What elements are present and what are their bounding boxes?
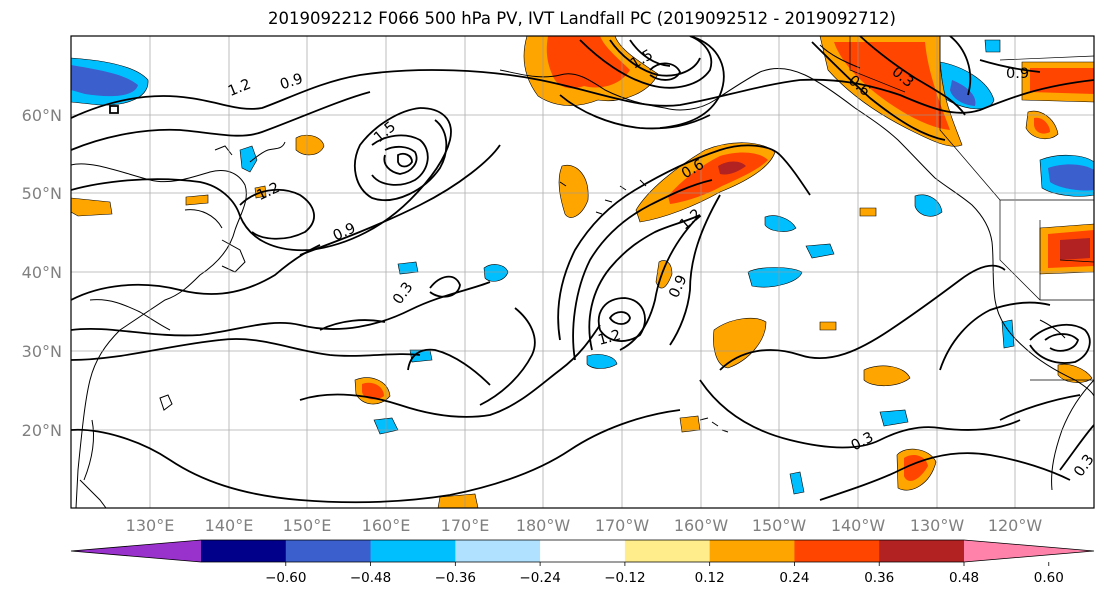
lon-label: 140°E [205,516,254,535]
contour-label: 1.2 [226,76,253,99]
lon-label: 120°W [988,516,1043,535]
lat-label: 50°N [22,184,62,203]
colorbar-tick-label: −0.48 [350,570,391,586]
lon-label: 170°E [441,516,490,535]
contour-label: 0.9 [1006,66,1029,82]
contour-label: 0.9 [278,71,305,93]
contour-label: 0.9 [331,220,359,244]
lat-label: 60°N [22,106,62,125]
map-frame [70,35,1095,509]
lon-label: 160°E [362,516,411,535]
lon-label: 160°W [674,516,729,535]
lat-label: 20°N [22,421,62,440]
colorbar-extend-low [71,540,201,562]
lon-label: 180°W [516,516,571,535]
contour-label: 0.3 [849,430,877,455]
contour-label: 1.2 [596,327,622,348]
lon-label: 150°W [752,516,807,535]
latitude-labels: 60°N 50°N 40°N 30°N 20°N [22,106,62,440]
colorbar-segment [201,540,287,562]
colorbar-tick-label: −0.12 [604,570,645,586]
colorbar-segment [624,540,711,562]
colorbar-tick-label: 0.36 [864,570,894,586]
colorbar-segment [540,540,626,562]
colorbar-tick-label: 0.12 [695,570,725,586]
colorbar-tick-label: 0.24 [779,570,809,586]
lon-label: 130°E [126,516,175,535]
colorbar-segment [455,540,541,562]
contour-label: 1.2 [255,180,283,204]
lat-label: 40°N [22,263,62,282]
colorbar-tick-label: −0.60 [265,570,306,586]
colorbar-extend-high [964,540,1094,562]
contour-label: 0.3 [390,279,416,307]
colorbar-segment [709,540,795,562]
longitude-labels: 130°E 140°E 150°E 160°E 170°E 180°W 170°… [126,516,1043,535]
lon-label: 150°E [283,516,332,535]
colorbar-tick-label: −0.36 [435,570,476,586]
map-title: 2019092212 F066 500 hPa PV, IVT Landfall… [268,9,896,28]
colorbar-tick-label: −0.24 [519,570,560,586]
political-borders [849,36,1094,381]
lon-label: 140°W [831,516,886,535]
colorbar-tick-label: 0.48 [949,570,979,586]
colorbar-tick-label: 0.60 [1034,570,1064,586]
colorbar-segment [879,540,965,562]
colorbar-segment [370,540,456,562]
pv-contours [71,36,1094,504]
colorbar: −0.60 −0.48 −0.36 −0.24 −0.12 0.12 0.24 0.36 0.4… [70,539,1095,586]
shaded-ivt-field [71,36,1094,508]
lon-label: 130°W [910,516,965,535]
colorbar-segment [285,540,372,562]
colorbar-segment [794,540,880,562]
lon-label: 170°W [595,516,650,535]
colorbar-outline [70,539,1095,563]
lat-label: 30°N [22,342,62,361]
